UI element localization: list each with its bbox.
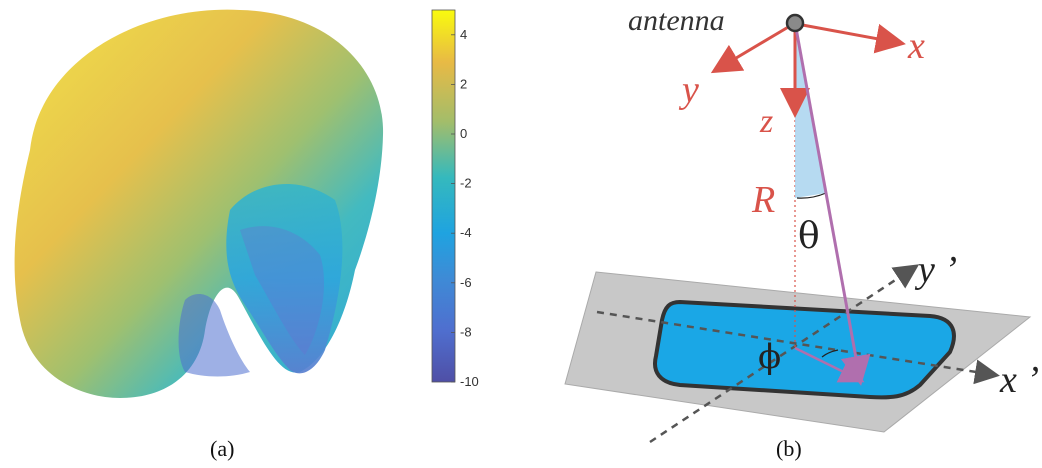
- theta-arc: [796, 192, 827, 199]
- phi-label: ϕ: [758, 337, 781, 377]
- y-prime-axis: [649, 264, 920, 444]
- ground-projection-ray: [794, 346, 865, 383]
- colorbar-tick-label: 4: [460, 27, 467, 42]
- x-label: x: [907, 25, 925, 67]
- panel-b: antenna x y z R θ ϕ x ’ y ’ (b): [564, 4, 1039, 461]
- x-prime-label: x ’: [999, 359, 1039, 401]
- phi-arc: [821, 349, 839, 358]
- colorbar-tick-label: -4: [460, 225, 472, 240]
- theta-label: θ: [798, 216, 820, 257]
- caption-b: (b): [776, 436, 802, 461]
- colorbar-ticks: 4 2 0 -2 -4 -6 -8 -10: [451, 27, 479, 389]
- radiation-surface-shade: [240, 226, 325, 355]
- footprint-region: [653, 300, 956, 400]
- y-prime-label: y ’: [914, 249, 957, 291]
- y-axis-arrow: [710, 24, 791, 74]
- colorbar-tick-label: -8: [460, 324, 472, 339]
- colorbar: [431, 9, 456, 383]
- antenna-icon: [785, 13, 805, 33]
- colorbar-tick-label: -10: [460, 374, 479, 389]
- z-label: z: [759, 103, 773, 140]
- radiation-surface-inner: [226, 183, 343, 374]
- x-axis-arrow: [796, 22, 906, 54]
- colorbar-tick-label: -6: [460, 275, 472, 290]
- radiation-surface-notch: [178, 294, 250, 377]
- caption-a: (a): [210, 436, 234, 461]
- x-prime-axis: [596, 310, 1000, 385]
- R-label: R: [751, 179, 775, 221]
- antenna-label: antenna: [628, 4, 725, 37]
- colorbar-tick-label: 0: [460, 126, 467, 141]
- colorbar-tick-label: -2: [460, 176, 472, 191]
- colorbar-tick-label: 2: [460, 76, 467, 91]
- y-label: y: [678, 69, 699, 111]
- panel-a: 4 2 0 -2 -4 -6 -8 -10 (a): [14, 9, 479, 461]
- range-ray: [794, 27, 871, 386]
